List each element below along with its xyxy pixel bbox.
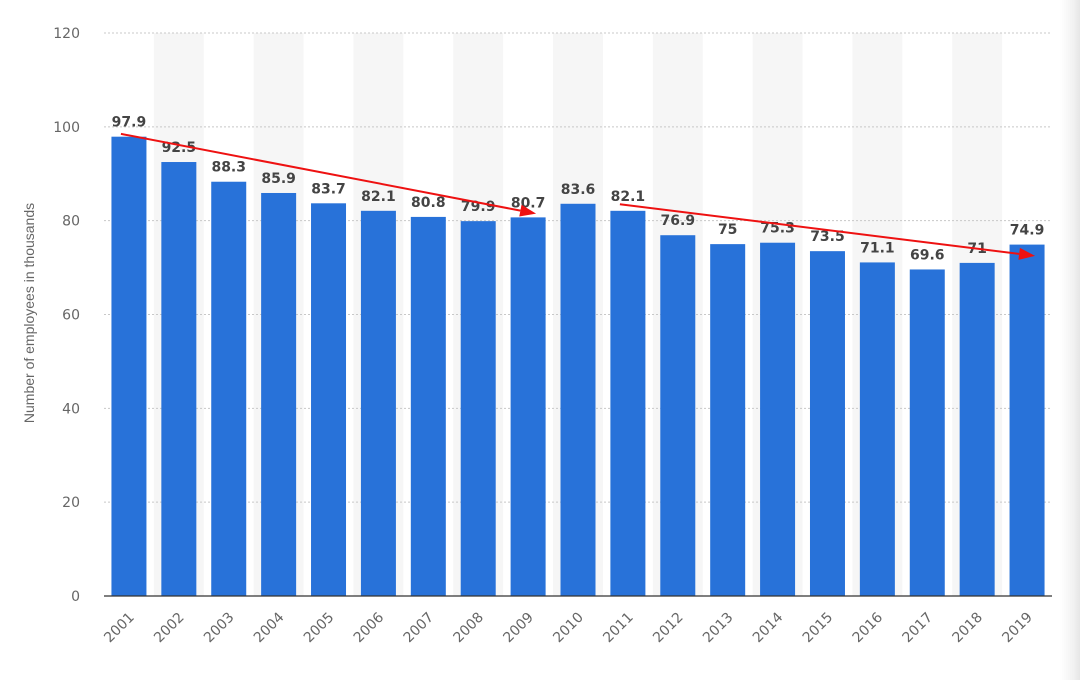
data-label: 76.9 bbox=[661, 213, 696, 229]
x-tick-label: 2018 bbox=[949, 610, 986, 647]
x-tick-label: 2003 bbox=[201, 610, 238, 647]
bar bbox=[410, 216, 446, 596]
y-tick-label: 120 bbox=[53, 26, 80, 42]
data-labels: 97.992.588.385.983.7 82.1 80.8 79.9 80.783.6… bbox=[112, 115, 1045, 264]
data-label: 69.6 bbox=[910, 247, 945, 263]
data-label: 79.9 bbox=[461, 199, 496, 215]
bar bbox=[311, 203, 347, 596]
trend-arrow-head bbox=[1018, 247, 1036, 260]
x-tick-label: 2019 bbox=[999, 610, 1036, 647]
x-tick-label: 2002 bbox=[151, 610, 188, 647]
bar bbox=[261, 192, 297, 596]
bar bbox=[161, 162, 197, 597]
x-tick-label: 2004 bbox=[251, 609, 288, 646]
data-label: 75 bbox=[718, 222, 737, 238]
data-label: 85.9 bbox=[261, 171, 296, 187]
x-tick-label: 2006 bbox=[351, 609, 388, 646]
y-tick-label: 40 bbox=[62, 401, 80, 417]
bar bbox=[760, 242, 796, 596]
x-axis-ticks: 2001 2002 2003 2004 2005 2006 2007 2008 2009 2010… bbox=[101, 609, 1036, 646]
y-tick-label: 100 bbox=[53, 120, 80, 136]
y-axis-title: Number of employees in thousands bbox=[21, 203, 37, 423]
x-tick-label: 2001 bbox=[101, 610, 138, 647]
bar bbox=[909, 269, 945, 596]
x-tick-label: 2009 bbox=[500, 610, 537, 647]
x-tick-label: 2011 bbox=[600, 610, 637, 647]
bar bbox=[610, 210, 646, 597]
x-tick-label: 2013 bbox=[700, 610, 737, 647]
x-tick-label: 2005 bbox=[301, 610, 338, 647]
x-tick-label: 2016 bbox=[850, 609, 887, 646]
x-tick-label: 2008 bbox=[451, 610, 488, 647]
bar bbox=[560, 203, 596, 596]
x-tick-label: 2007 bbox=[401, 610, 438, 647]
data-label: 82.1 bbox=[611, 189, 646, 205]
trend-arrow-line bbox=[619, 203, 1020, 255]
bar bbox=[1009, 244, 1045, 596]
bar bbox=[460, 221, 496, 596]
x-tick-label: 2010 bbox=[550, 610, 587, 647]
bar bbox=[111, 136, 147, 596]
bar bbox=[859, 262, 895, 596]
bar bbox=[510, 217, 546, 596]
data-label: 83.6 bbox=[561, 182, 596, 198]
data-label: 88.3 bbox=[211, 160, 246, 176]
data-label: 82.1 bbox=[361, 189, 396, 205]
x-tick-label: 2017 bbox=[900, 610, 937, 647]
trend-arrows bbox=[120, 132, 1036, 260]
y-axis-ticks: 0 20 40 60 80 100 120 bbox=[53, 26, 80, 605]
bars bbox=[111, 136, 1045, 597]
trend-arrow-line bbox=[120, 132, 521, 212]
right-edge-shadow bbox=[1060, 0, 1080, 680]
bar bbox=[959, 262, 995, 596]
data-label: 80.7 bbox=[511, 195, 546, 211]
y-tick-label: 60 bbox=[62, 308, 80, 324]
trend-arrow-head bbox=[519, 204, 537, 217]
data-label: 74.9 bbox=[1010, 223, 1045, 239]
bar bbox=[660, 235, 696, 597]
bar bbox=[710, 244, 746, 596]
data-label: 71.1 bbox=[860, 240, 895, 256]
x-tick-label: 2012 bbox=[650, 610, 687, 647]
y-tick-label: 0 bbox=[71, 589, 80, 605]
data-label: 73.5 bbox=[810, 229, 845, 245]
data-label: 83.7 bbox=[311, 181, 346, 197]
bar bbox=[360, 210, 396, 597]
data-label: 80.8 bbox=[411, 195, 446, 211]
x-tick-label: 2015 bbox=[800, 610, 837, 647]
bar bbox=[809, 251, 845, 596]
y-tick-label: 20 bbox=[62, 495, 80, 511]
bar bbox=[211, 181, 247, 596]
y-tick-label: 80 bbox=[62, 214, 80, 230]
data-label: 97.9 bbox=[112, 115, 147, 131]
x-tick-label: 2014 bbox=[750, 609, 787, 646]
